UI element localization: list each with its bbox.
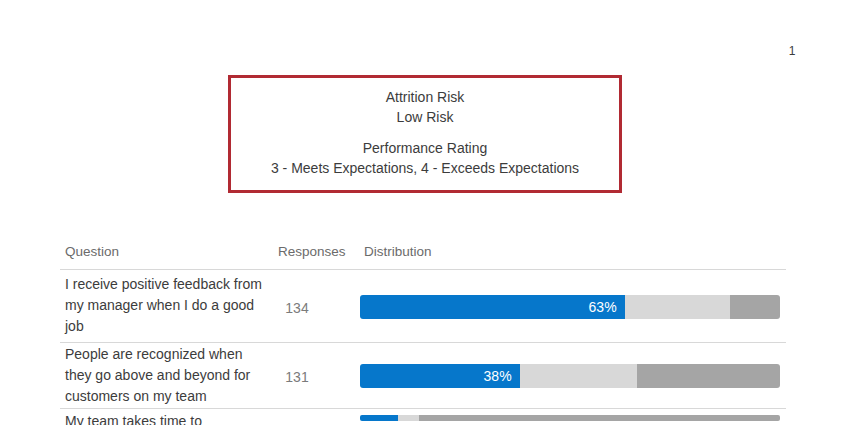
- bar-segment: [360, 415, 398, 421]
- bar-segment: [730, 295, 780, 319]
- responses-count: 134: [262, 300, 332, 316]
- attrition-risk-value: Low Risk: [231, 107, 619, 127]
- bar-segment: [637, 364, 780, 388]
- bar-segment: [520, 364, 638, 388]
- question-text: My team takes time to: [65, 411, 265, 425]
- distribution-bar[interactable]: 38%: [360, 364, 780, 388]
- bar-segment: [625, 295, 730, 319]
- question-text: People are recognized when they go above…: [65, 344, 265, 407]
- row-divider: [60, 408, 786, 409]
- column-header-distribution: Distribution: [364, 244, 432, 259]
- distribution-bar[interactable]: [360, 415, 780, 421]
- bar-segment: [398, 415, 419, 421]
- performance-rating-value: 3 - Meets Expectations, 4 - Exceeds Expe…: [231, 158, 619, 178]
- header-divider: [60, 269, 786, 270]
- bar-segment: 63%: [360, 295, 625, 319]
- question-text: I receive positive feedback from my mana…: [65, 274, 265, 337]
- column-header-responses: Responses: [278, 244, 346, 259]
- responses-count: 131: [262, 369, 332, 385]
- row-divider: [60, 342, 786, 343]
- bar-segment: 38%: [360, 364, 520, 388]
- bar-segment: [419, 415, 780, 421]
- performance-rating-label: Performance Rating: [231, 138, 619, 158]
- distribution-bar[interactable]: 63%: [360, 295, 780, 319]
- attrition-risk-highlight-box: Attrition Risk Low Risk Performance Rati…: [228, 75, 622, 193]
- attrition-risk-label: Attrition Risk: [231, 87, 619, 107]
- column-header-question: Question: [65, 244, 119, 259]
- page-number: 1: [782, 44, 802, 58]
